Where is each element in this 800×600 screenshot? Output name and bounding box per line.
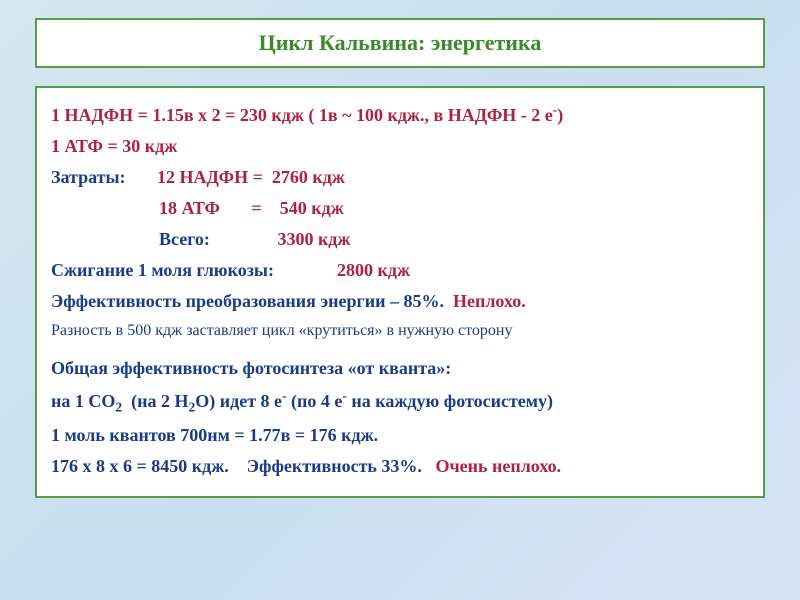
title-text: Цикл Кальвина: энергетика xyxy=(259,30,542,55)
line-9: Общая эффективность фотосинтеза «от кван… xyxy=(51,355,749,382)
l1a: 1 НАДФН = 1.15в х 2 = 230 кдж ( 1в ~ 100… xyxy=(51,105,553,125)
l5b: 3300 кдж xyxy=(210,229,351,249)
line-2: 1 АТФ = 30 кдж xyxy=(51,133,749,160)
line-6: Сжигание 1 моля глюкозы: 2800 кдж xyxy=(51,257,749,284)
line-11: 1 моль квантов 700нм = 1.77в = 176 кдж. xyxy=(51,422,749,449)
l11: 1 моль квантов 700нм = 1.77в = 176 кдж. xyxy=(51,425,378,445)
l4: 18 АТФ = 540 кдж xyxy=(51,198,344,218)
line-10: на 1 СО2 (на 2 Н2О) идет 8 е- (по 4 е- н… xyxy=(51,386,749,418)
line-8: Разность в 500 кдж заставляет цикл «крут… xyxy=(51,319,749,343)
line-12: 176 х 8 х 6 = 8450 кдж. Эффективность 33… xyxy=(51,453,749,480)
title-box: Цикл Кальвина: энергетика xyxy=(35,18,765,68)
l10c: О) идет 8 е xyxy=(195,391,282,411)
l10e: на каждую фотосистему) xyxy=(347,391,553,411)
content-box: 1 НАДФН = 1.15в х 2 = 230 кдж ( 1в ~ 100… xyxy=(35,86,765,498)
l3a: Затраты: xyxy=(51,167,126,187)
spacer xyxy=(51,347,749,355)
l12a: 176 х 8 х 6 = 8450 кдж. xyxy=(51,456,229,476)
l10a: на 1 СО xyxy=(51,391,115,411)
line-5: Всего: 3300 кдж xyxy=(51,226,749,253)
line-7: Эффективность преобразования энергии – 8… xyxy=(51,288,749,315)
l12b: Эффективность 33%. xyxy=(229,456,422,476)
l1b: ) xyxy=(557,105,563,125)
l6a: Сжигание 1 моля глюкозы: xyxy=(51,260,274,280)
l2: 1 АТФ = 30 кдж xyxy=(51,136,177,156)
l10b: (на 2 Н xyxy=(122,391,188,411)
line-3: Затраты: 12 НАДФН = 2760 кдж xyxy=(51,164,749,191)
l12c: Очень неплохо. xyxy=(422,456,561,476)
l5a: Всего: xyxy=(51,229,210,249)
l7a: Эффективность преобразования энергии – 8… xyxy=(51,291,444,311)
l6b: 2800 кдж xyxy=(274,260,410,280)
l10d: (по 4 е xyxy=(287,391,343,411)
line-1: 1 НАДФН = 1.15в х 2 = 230 кдж ( 1в ~ 100… xyxy=(51,100,749,129)
l8: Разность в 500 кдж заставляет цикл «крут… xyxy=(51,322,512,339)
l9: Общая эффективность фотосинтеза «от кван… xyxy=(51,358,451,378)
l7b: Неплохо. xyxy=(444,291,526,311)
l3b: 12 НАДФН = 2760 кдж xyxy=(126,167,345,187)
line-4: 18 АТФ = 540 кдж xyxy=(51,195,749,222)
